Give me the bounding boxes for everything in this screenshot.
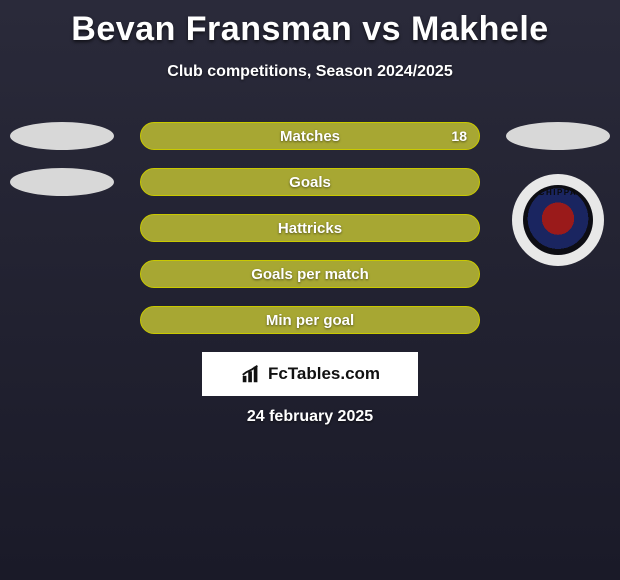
page-title: Bevan Fransman vs Makhele (0, 0, 620, 49)
page-subtitle: Club competitions, Season 2024/2025 (0, 63, 620, 81)
stat-bar-min-per-goal: Min per goal (140, 306, 480, 334)
stat-label: Min per goal (266, 312, 354, 329)
right-ellipse (506, 122, 610, 150)
fctables-logo: FcTables.com (202, 352, 418, 396)
stat-label: Goals (289, 174, 331, 191)
stat-row: Goals per match (0, 260, 620, 306)
stat-value-right: 18 (451, 128, 467, 144)
stat-label: Matches (280, 128, 340, 145)
stat-row: Min per goal (0, 306, 620, 352)
stat-bar-matches: Matches 18 (140, 122, 480, 150)
crest-icon: CHIPPA (523, 185, 593, 255)
stat-row: Matches 18 (0, 122, 620, 168)
stat-label: Goals per match (251, 266, 369, 283)
bar-chart-icon (240, 363, 262, 385)
logo-text: FcTables.com (268, 364, 380, 384)
left-ellipse (10, 122, 114, 150)
club-badge: CHIPPA (512, 174, 604, 266)
stat-label: Hattricks (278, 220, 342, 237)
date-label: 24 february 2025 (0, 408, 620, 426)
left-ellipse (10, 168, 114, 196)
stat-bar-goals-per-match: Goals per match (140, 260, 480, 288)
crest-text: CHIPPA (526, 188, 590, 206)
stat-bar-goals: Goals (140, 168, 480, 196)
stat-bar-hattricks: Hattricks (140, 214, 480, 242)
